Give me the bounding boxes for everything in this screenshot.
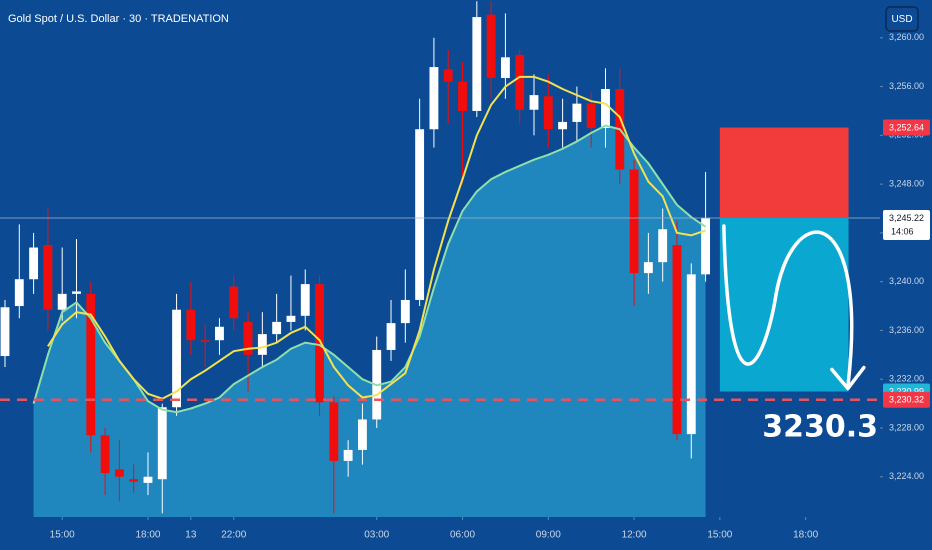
x-tick-label: 22:00 — [221, 530, 246, 541]
candle-body — [229, 286, 239, 319]
candle-body — [186, 309, 196, 341]
candle-body — [329, 402, 339, 461]
candle-body — [601, 89, 610, 129]
arrow-head — [830, 365, 866, 391]
x-tick-label: 18:00 — [135, 530, 160, 541]
y-tick-label: 3,224.00 — [889, 471, 924, 481]
candle-body — [172, 309, 182, 408]
candle-body — [415, 129, 425, 300]
candle-body — [72, 291, 81, 294]
candle-body — [543, 96, 553, 130]
moving-average-line — [32, 124, 707, 414]
candle-body — [286, 315, 296, 322]
candle-body — [643, 262, 653, 274]
candle-body — [86, 293, 96, 436]
candle-body — [686, 274, 696, 435]
plot: 3,224.00 3,228.00 3,232.00 3,236.00 3,240.00… — [0, 1, 930, 541]
candle-body — [458, 81, 467, 111]
candle-body — [272, 321, 282, 335]
y-tick-label: 3,260.00 — [889, 32, 924, 42]
moving-average-line — [47, 75, 706, 400]
x-tick-label: 15:00 — [50, 530, 75, 541]
candle-body — [100, 435, 110, 474]
currency-label[interactable]: USD — [891, 14, 912, 25]
price-tag — [883, 391, 930, 408]
candle-body — [143, 476, 153, 483]
candle-body — [486, 14, 496, 79]
y-tick-label: 3,228.00 — [889, 422, 924, 432]
candle-body — [200, 340, 210, 342]
candle-body — [300, 284, 310, 316]
candle-body — [315, 284, 324, 403]
ma-area — [33, 125, 706, 517]
price-tag — [883, 119, 930, 136]
candle-body — [629, 169, 639, 274]
last-price-tag — [883, 210, 930, 241]
y-tick-label: 3,240.00 — [889, 276, 924, 286]
candle-body — [472, 17, 482, 111]
x-tick-label: 18:00 — [793, 530, 818, 541]
candle-body — [443, 69, 453, 82]
price-tag-label: 3,252.64 — [889, 122, 924, 132]
target-zone — [719, 218, 849, 392]
candle-body — [586, 103, 596, 129]
x-tick-label: 03:00 — [364, 530, 389, 541]
candle-body — [129, 479, 139, 482]
candle-body — [57, 293, 67, 310]
candle-body — [14, 279, 24, 307]
y-tick-label: 3,236.00 — [889, 325, 924, 335]
y-tick-label: 3,256.00 — [889, 81, 924, 91]
candle-body — [701, 218, 711, 275]
candle-body — [558, 121, 568, 130]
price-tag-label: 3,230.99 — [889, 386, 924, 396]
candle-body — [257, 334, 267, 355]
candle-body — [114, 469, 124, 477]
candle-body — [429, 67, 439, 130]
candle-body — [29, 247, 39, 280]
chart-title: Gold Spot / U.S. Dollar · 30 · TRADENATI… — [8, 13, 229, 25]
candle-body — [386, 323, 396, 350]
x-tick-label: 09:00 — [536, 530, 561, 541]
y-tick-label: 3,248.00 — [889, 178, 924, 188]
currency-button[interactable] — [885, 6, 919, 32]
x-tick-label: 13 — [185, 530, 197, 541]
price-tag-label: 3,230.32 — [889, 395, 924, 405]
countdown: 14:06 — [891, 226, 914, 236]
candle-body — [400, 299, 410, 324]
candle-body — [43, 245, 53, 310]
candle-body — [343, 449, 353, 461]
candle-body — [529, 95, 539, 110]
candle-body — [0, 307, 10, 357]
x-tick-label: 06:00 — [450, 530, 475, 541]
candle-body — [658, 229, 668, 263]
candle-body — [157, 407, 167, 480]
candle-body — [572, 103, 582, 122]
stop-zone — [719, 127, 849, 219]
curve-arrow — [722, 224, 854, 389]
candle-body — [243, 321, 253, 355]
target-text: 3230.3 — [762, 410, 878, 445]
candle-body — [358, 419, 367, 450]
x-tick-label: 15:00 — [707, 530, 732, 541]
candle-body — [672, 245, 682, 435]
y-tick-label: 3,232.00 — [889, 374, 924, 384]
candle-body — [500, 57, 510, 79]
x-tick-label: 12:00 — [622, 530, 647, 541]
candle-body — [515, 54, 525, 110]
last-price-label: 3,245.22 — [889, 213, 924, 223]
candle-body — [215, 326, 224, 341]
